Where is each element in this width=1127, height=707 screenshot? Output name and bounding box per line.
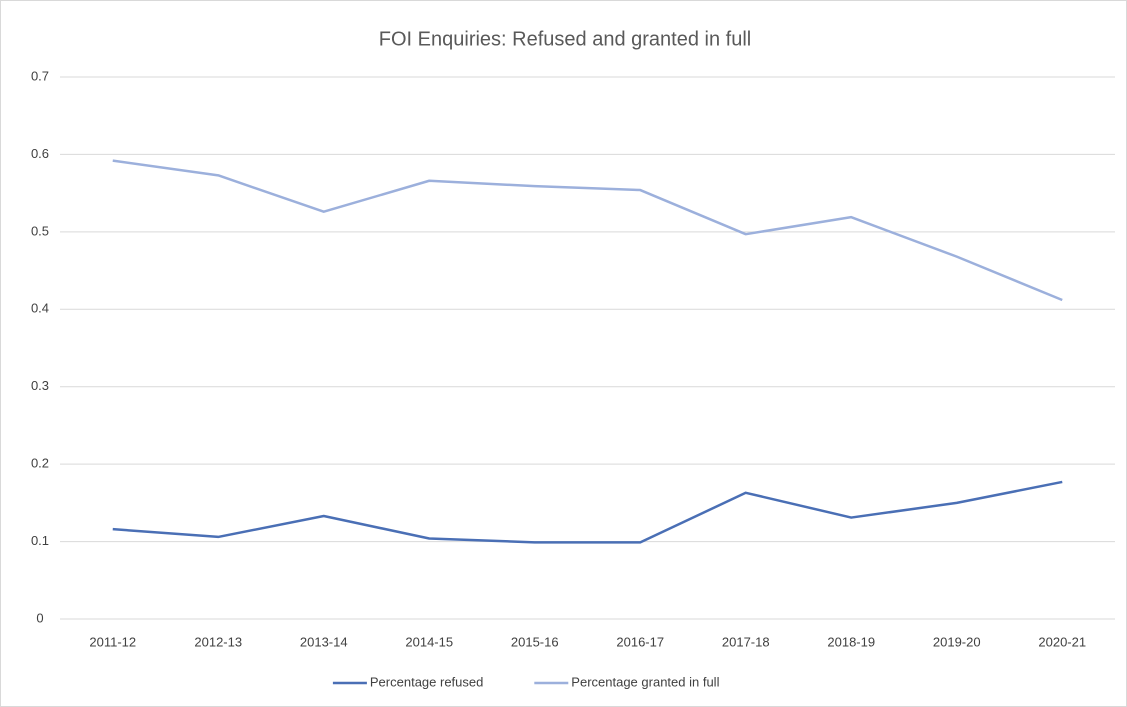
x-tick-label: 2017-18 (722, 634, 770, 649)
y-tick-label: 0.6 (31, 146, 49, 161)
x-tick-label: 2014-15 (405, 634, 453, 649)
legend-label: Percentage granted in full (571, 674, 719, 689)
y-tick-label: 0.1 (31, 533, 49, 548)
line-series (112, 480, 1063, 544)
line-series (112, 159, 1063, 302)
y-tick-label: 0 (36, 610, 43, 625)
y-tick-label: 0.3 (31, 378, 49, 393)
x-tick-label: 2013-14 (300, 634, 348, 649)
chart-title: FOI Enquiries: Refused and granted in fu… (379, 28, 751, 50)
x-tick-label: 2018-19 (827, 634, 875, 649)
x-tick-label: 2020-21 (1038, 634, 1086, 649)
x-tick-label: 2019-20 (933, 634, 981, 649)
y-tick-label: 0.7 (31, 68, 49, 83)
x-tick-label: 2015-16 (511, 634, 559, 649)
legend-label: Percentage refused (370, 674, 483, 689)
x-tick-label: 2016-17 (616, 634, 664, 649)
x-tick-label: 2011-12 (89, 634, 136, 649)
y-tick-label: 0.4 (31, 301, 49, 316)
y-tick-label: 0.2 (31, 456, 49, 471)
y-tick-label: 0.5 (31, 223, 49, 238)
x-tick-label: 2012-13 (194, 634, 242, 649)
